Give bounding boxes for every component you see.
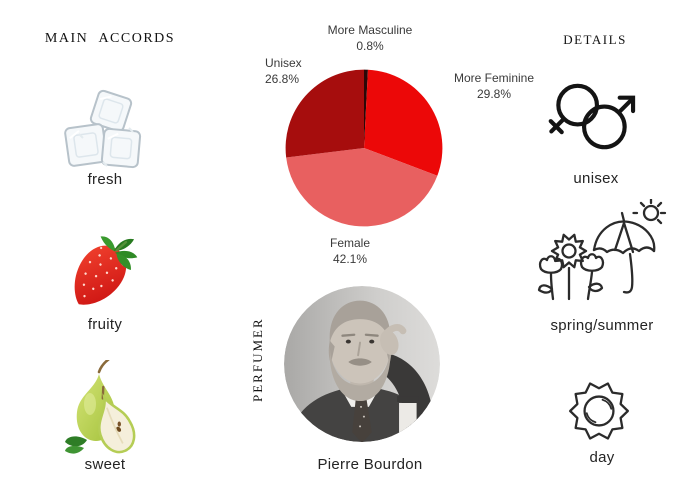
day-sun-icon [568, 382, 630, 440]
gender-unisex-icon [548, 83, 636, 150]
pie-chart-svg [285, 69, 443, 227]
pie-slice-unisex [285, 69, 364, 158]
accord-label-sweet: sweet [84, 456, 126, 473]
pierre-bourdon-portrait [284, 286, 440, 442]
detail-label-unisex: unisex [573, 170, 619, 187]
perfumer-name: Pierre Bourdon [317, 456, 423, 473]
pie-label-unisex: Unisex 26.8% [265, 56, 302, 86]
pie-label-female: Female 42.1% [329, 236, 370, 266]
pie-slice-more-feminine [364, 69, 443, 176]
detail-label-spring-summer: spring/summer [550, 317, 654, 334]
accord-label-fresh: fresh [87, 171, 123, 188]
ice-cubes-icon [64, 89, 142, 169]
pie-slice-female [286, 148, 438, 227]
spring-summer-icon [537, 199, 667, 301]
accord-label-fruity: fruity [87, 316, 123, 333]
detail-label-day: day [589, 449, 615, 466]
portrait-illustration [284, 286, 440, 442]
main-accords-title: MAIN ACCORDS [44, 31, 176, 46]
pear-icon [65, 360, 136, 454]
perfumer-section-title: PERFUMER [250, 317, 265, 402]
strawberry-icon [74, 236, 138, 305]
pie-slice-more-masculine [364, 69, 368, 148]
pie-label-more-masculine: More Masculine 0.8% [327, 23, 413, 53]
pie-label-more-feminine: More Feminine 29.8% [453, 71, 535, 101]
details-title: DETAILS [563, 32, 627, 47]
